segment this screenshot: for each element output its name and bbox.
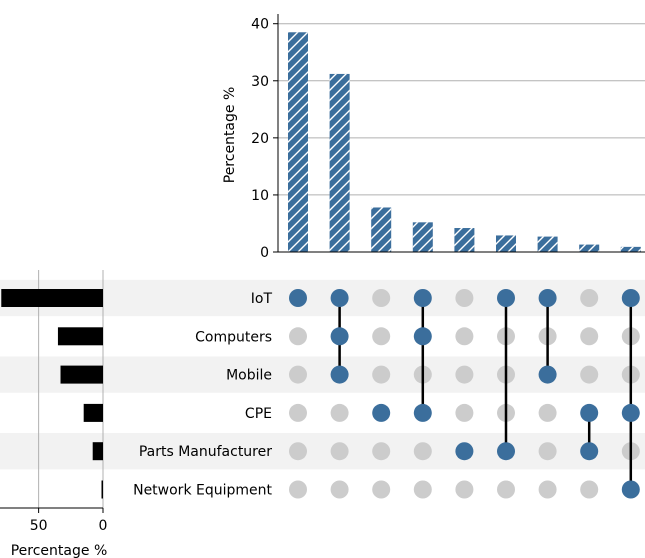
- set-label-5: Network Equipment: [133, 483, 272, 499]
- intersection-bar-hatch-1: [329, 73, 350, 253]
- y-tick-label: 40: [251, 17, 269, 33]
- intersection-y-axis-label: Percentage %: [222, 87, 238, 184]
- inactive-dot: [372, 327, 391, 346]
- active-dot: [580, 403, 599, 422]
- inactive-dot: [455, 327, 474, 346]
- labels: Percentage % Percentage %: [11, 87, 238, 558]
- inactive-dot: [580, 480, 599, 499]
- active-dot: [413, 403, 432, 422]
- inactive-dot: [538, 480, 557, 499]
- active-dot: [455, 442, 474, 461]
- active-dot: [497, 289, 515, 307]
- inactive-dot: [455, 365, 474, 384]
- inactive-dot: [330, 480, 349, 499]
- set-label-0: IoT: [251, 291, 273, 307]
- inactive-dot: [538, 442, 557, 461]
- set-label-3: CPE: [245, 406, 272, 422]
- matrix-stripes: [0, 279, 645, 470]
- row-stripe-4: [0, 433, 645, 470]
- inactive-dot: [289, 365, 307, 384]
- inactive-dot: [330, 403, 349, 422]
- active-dot: [330, 289, 349, 307]
- inactive-dot: [455, 403, 474, 422]
- inactive-dot: [580, 365, 599, 384]
- intersection-bar-hatch-2: [371, 207, 392, 252]
- inactive-dot: [413, 442, 432, 461]
- intersection-bar-hatch-8: [620, 246, 641, 252]
- active-dot: [538, 365, 557, 384]
- active-dot: [413, 327, 432, 346]
- inactive-dot: [372, 480, 391, 499]
- set-bar-5: [101, 480, 103, 499]
- set-bar-1: [57, 327, 103, 346]
- inactive-dot: [455, 480, 474, 499]
- set-bar-3: [83, 403, 103, 422]
- inactive-dot: [580, 289, 599, 307]
- active-dot: [580, 442, 599, 461]
- intersection-bar-hatch-0: [288, 32, 308, 252]
- inactive-dot: [538, 403, 557, 422]
- active-dot: [621, 480, 640, 499]
- set-size-x-axis-label: Percentage %: [11, 543, 108, 558]
- inactive-dot: [289, 327, 307, 346]
- inactive-dot: [372, 442, 391, 461]
- inactive-dot: [372, 289, 391, 307]
- active-dot: [330, 327, 349, 346]
- intersection-bars: [288, 32, 641, 253]
- row-stripe-0: [0, 279, 645, 317]
- inactive-dot: [289, 442, 307, 461]
- active-dot: [621, 289, 640, 307]
- intersection-bar-hatch-3: [412, 222, 433, 252]
- set-x-tick-label: 0: [99, 518, 108, 534]
- active-dot: [372, 403, 391, 422]
- set-x-tick-label: 50: [30, 518, 48, 534]
- inactive-dot: [497, 480, 515, 499]
- intersection-bar-hatch-6: [537, 236, 558, 252]
- membership-matrix: [289, 289, 640, 499]
- intersection-bar-hatch-4: [454, 228, 475, 252]
- set-size-bars: IoT Computers Mobile CPE Parts Manufacturer N…: [1, 289, 273, 499]
- set-label-2: Mobile: [226, 368, 272, 384]
- inactive-dot: [455, 289, 474, 307]
- inactive-dot: [413, 480, 432, 499]
- active-dot: [621, 403, 640, 422]
- intersection-bar-hatch-5: [496, 235, 516, 252]
- active-dot: [413, 289, 432, 307]
- active-dot: [330, 365, 349, 384]
- active-dot: [497, 442, 515, 461]
- inactive-dot: [580, 327, 599, 346]
- inactive-dot: [289, 480, 307, 499]
- y-tick-label: 20: [251, 131, 269, 147]
- inactive-dot: [289, 403, 307, 422]
- set-bar-0: [1, 289, 104, 307]
- axes: 0 10 20 30 40 50 0: [0, 14, 645, 534]
- row-stripe-2: [0, 356, 645, 393]
- active-dot: [289, 289, 307, 307]
- inactive-dot: [330, 442, 349, 461]
- set-label-4: Parts Manufacturer: [139, 444, 272, 460]
- intersection-bar-hatch-7: [579, 244, 600, 252]
- set-label-1: Computers: [195, 329, 272, 345]
- y-tick-label: 0: [260, 245, 269, 261]
- set-bar-2: [60, 365, 103, 384]
- active-dot: [538, 289, 557, 307]
- y-tick-label: 30: [251, 74, 269, 90]
- y-tick-label: 10: [251, 188, 269, 204]
- set-bar-4: [92, 442, 103, 461]
- inactive-dot: [372, 365, 391, 384]
